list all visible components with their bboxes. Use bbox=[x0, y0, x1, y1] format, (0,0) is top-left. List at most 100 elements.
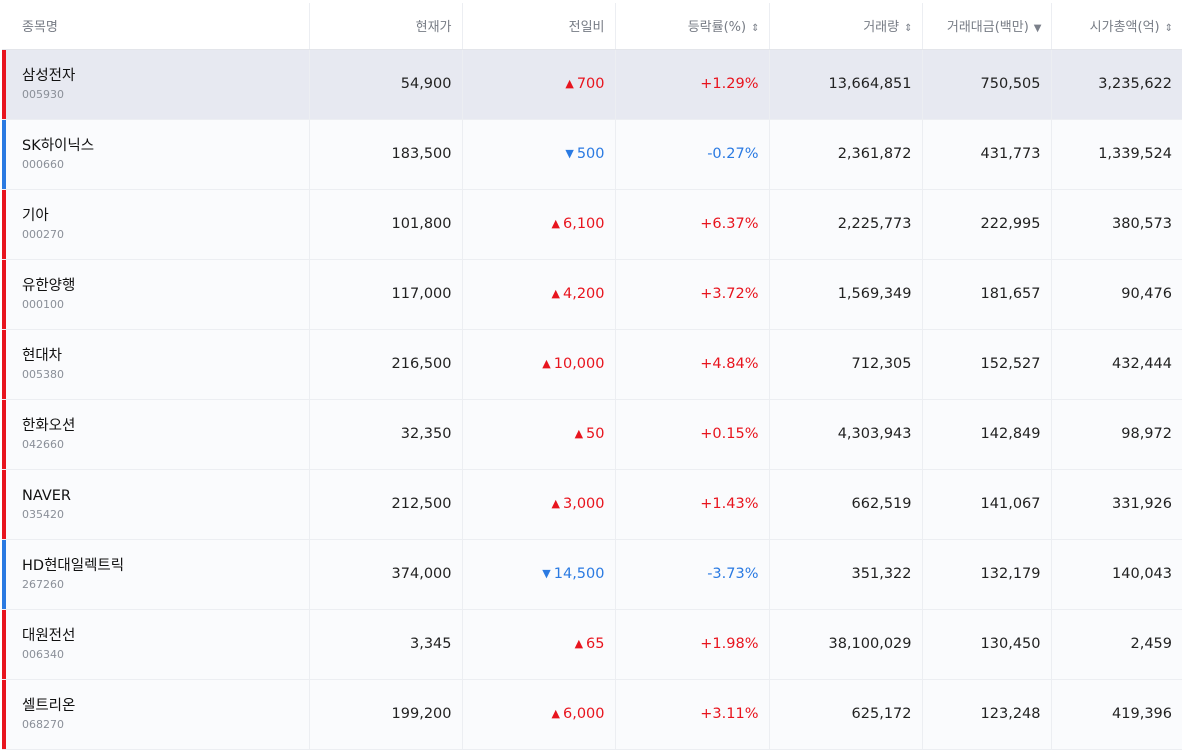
stock-code: 000660 bbox=[22, 157, 64, 171]
stock-name-cell[interactable]: 삼성전자 005930 bbox=[2, 49, 310, 119]
trading-volume: 662,519 bbox=[769, 469, 923, 539]
market-cap: 90,476 bbox=[1121, 286, 1172, 302]
stock-name-cell[interactable]: NAVER 035420 bbox=[2, 469, 310, 539]
market-cap: 1,339,524 bbox=[1098, 146, 1172, 162]
trading-volume: 4,303,943 bbox=[769, 399, 923, 469]
price-change: ▼ 14,500 bbox=[462, 539, 616, 609]
price-change: ▲ 4,200 bbox=[462, 259, 616, 329]
stock-name-cell[interactable]: 한화오션 042660 bbox=[2, 399, 310, 469]
header-col-rate[interactable]: 등락률(%) ⇕ bbox=[615, 3, 770, 50]
change-rate: +1.29% bbox=[615, 49, 770, 119]
change-rate: +1.98% bbox=[615, 609, 770, 679]
header-label: 시가총액(억) bbox=[1089, 20, 1160, 36]
stock-name-cell[interactable]: 유한양행 000100 bbox=[2, 259, 310, 329]
trading-amount: 222,995 bbox=[922, 189, 1052, 259]
table-row[interactable]: 한화오션 042660 32,350 ▲ 50 +0.15% 4,303,943 142,84… bbox=[2, 399, 1182, 469]
stock-name[interactable]: 삼성전자 bbox=[22, 67, 76, 84]
header-col-volume[interactable]: 거래량 ⇕ bbox=[769, 3, 923, 50]
trading-amount: 152,527 bbox=[922, 329, 1052, 399]
current-price: 54,900 bbox=[309, 49, 463, 119]
price-change: ▲ 3,000 bbox=[462, 469, 616, 539]
table-row[interactable]: 현대차 005380 216,500 ▲ 10,000 +4.84% 712,305 152,… bbox=[2, 329, 1182, 399]
stock-name[interactable]: 기아 bbox=[22, 207, 49, 224]
current-price: 183,500 bbox=[309, 119, 463, 189]
trend-up-indicator bbox=[2, 49, 6, 119]
market-cap: 3,235,622 bbox=[1098, 76, 1172, 92]
change-value: 4,200 bbox=[562, 286, 605, 302]
trend-down-indicator bbox=[2, 539, 6, 609]
stock-name-cell[interactable]: 기아 000270 bbox=[2, 189, 310, 259]
stock-name-cell[interactable]: SK하이닉스 000660 bbox=[2, 119, 310, 189]
change-value: 6,100 bbox=[562, 216, 605, 232]
market-cap: 331,926 bbox=[1112, 496, 1172, 512]
change-value: 50 bbox=[586, 426, 605, 442]
trading-volume: 712,305 bbox=[769, 329, 923, 399]
table-row[interactable]: 삼성전자 005930 54,900 ▲ 700 +1.29% 13,664,851 750,… bbox=[2, 49, 1182, 119]
stock-ranking-table-container: 종목명 현재가 전일비 등락률(%) ⇕ 거래량 ⇕ 거래대금(백만) ▼ 시가총액(억) ⇕ 삼성… bbox=[2, 3, 1182, 750]
stock-code: 068270 bbox=[22, 717, 64, 731]
current-price: 117,000 bbox=[309, 259, 463, 329]
stock-name-cell[interactable]: 대원전선 006340 bbox=[2, 609, 310, 679]
trading-amount: 750,505 bbox=[922, 49, 1052, 119]
stock-name[interactable]: 유한양행 bbox=[22, 277, 76, 294]
stock-name-cell[interactable]: 현대차 005380 bbox=[2, 329, 310, 399]
change-value: 6,000 bbox=[562, 706, 605, 722]
stock-name[interactable]: NAVER bbox=[22, 487, 71, 504]
stock-name[interactable]: HD현대일렉트릭 bbox=[22, 557, 125, 574]
table-row[interactable]: 셀트리온 068270 199,200 ▲ 6,000 +3.11% 625,172 123,… bbox=[2, 679, 1182, 749]
table-row[interactable]: 기아 000270 101,800 ▲ 6,100 +6.37% 2,225,773 222,… bbox=[2, 189, 1182, 259]
price-change: ▲ 65 bbox=[462, 609, 616, 679]
triangle-up-icon: ▲ bbox=[551, 497, 560, 510]
header-label: 등락률(%) bbox=[687, 20, 747, 36]
stock-name[interactable]: 셀트리온 bbox=[22, 697, 76, 714]
sort-both-icon[interactable]: ⇕ bbox=[751, 23, 759, 35]
header-col-cap[interactable]: 시가총액(억) ⇕ bbox=[1051, 3, 1182, 50]
header-col-price[interactable]: 현재가 bbox=[309, 3, 463, 50]
table-row[interactable]: NAVER 035420 212,500 ▲ 3,000 +1.43% 662,519 141… bbox=[2, 469, 1182, 539]
triangle-up-icon: ▲ bbox=[574, 637, 584, 650]
stock-code: 042660 bbox=[22, 437, 64, 451]
stock-code: 035420 bbox=[22, 507, 64, 521]
table-body: 삼성전자 005930 54,900 ▲ 700 +1.29% 13,664,851 750,… bbox=[2, 49, 1182, 749]
trend-up-indicator bbox=[2, 329, 6, 399]
triangle-up-icon: ▲ bbox=[551, 217, 560, 230]
change-value: 10,000 bbox=[553, 356, 605, 372]
trading-amount: 141,067 bbox=[922, 469, 1052, 539]
table-row[interactable]: HD현대일렉트릭 267260 374,000 ▼ 14,500 -3.73% 351,32… bbox=[2, 539, 1182, 609]
current-price: 101,800 bbox=[309, 189, 463, 259]
current-price: 212,500 bbox=[309, 469, 463, 539]
trading-amount: 132,179 bbox=[922, 539, 1052, 609]
stock-name[interactable]: 대원전선 bbox=[22, 627, 76, 644]
sort-desc-icon[interactable]: ▼ bbox=[1033, 23, 1042, 35]
price-change: ▼ 500 bbox=[462, 119, 616, 189]
trading-volume: 13,664,851 bbox=[769, 49, 923, 119]
stock-code: 267260 bbox=[22, 577, 64, 591]
trading-volume: 1,569,349 bbox=[769, 259, 923, 329]
change-value: 14,500 bbox=[553, 566, 605, 582]
stock-code: 005930 bbox=[22, 87, 64, 101]
sort-both-icon[interactable]: ⇕ bbox=[1164, 23, 1173, 35]
trend-up-indicator bbox=[2, 399, 6, 469]
header-label: 종목명 bbox=[22, 20, 58, 36]
header-col-amount[interactable]: 거래대금(백만) ▼ bbox=[922, 3, 1052, 50]
table-row[interactable]: 대원전선 006340 3,345 ▲ 65 +1.98% 38,100,029 130,45… bbox=[2, 609, 1182, 679]
stock-name-cell[interactable]: HD현대일렉트릭 267260 bbox=[2, 539, 310, 609]
table-row[interactable]: SK하이닉스 000660 183,500 ▼ 500 -0.27% 2,361,872 43… bbox=[2, 119, 1182, 189]
stock-name[interactable]: SK하이닉스 bbox=[22, 137, 95, 154]
triangle-up-icon: ▲ bbox=[574, 427, 584, 440]
header-col-name[interactable]: 종목명 bbox=[2, 3, 310, 50]
current-price: 3,345 bbox=[309, 609, 463, 679]
stock-name[interactable]: 현대차 bbox=[22, 347, 63, 364]
market-cap: 380,573 bbox=[1112, 216, 1172, 232]
header-label: 전일비 bbox=[568, 20, 605, 36]
header-row: 종목명 현재가 전일비 등락률(%) ⇕ 거래량 ⇕ 거래대금(백만) ▼ 시가총액(억) ⇕ bbox=[2, 3, 1182, 50]
stock-name[interactable]: 한화오션 bbox=[22, 417, 76, 434]
sort-both-icon[interactable]: ⇕ bbox=[904, 23, 912, 35]
header-col-change[interactable]: 전일비 bbox=[462, 3, 616, 50]
trading-amount: 130,450 bbox=[922, 609, 1052, 679]
table-row[interactable]: 유한양행 000100 117,000 ▲ 4,200 +3.72% 1,569,349 18… bbox=[2, 259, 1182, 329]
header-label: 거래량 bbox=[863, 20, 900, 36]
change-rate: +3.11% bbox=[615, 679, 770, 749]
stock-name-cell[interactable]: 셀트리온 068270 bbox=[2, 679, 310, 749]
market-cap: 432,444 bbox=[1112, 356, 1172, 372]
